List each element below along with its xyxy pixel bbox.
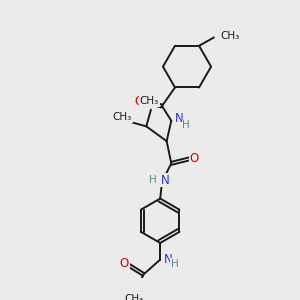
Text: CH₃: CH₃: [112, 112, 132, 122]
Text: O: O: [119, 257, 129, 270]
Text: H: H: [171, 259, 179, 269]
Text: H: H: [182, 120, 190, 130]
Text: CH₃: CH₃: [140, 96, 159, 106]
Text: H: H: [149, 175, 157, 185]
Text: N: N: [164, 253, 172, 266]
Text: O: O: [190, 152, 199, 165]
Text: N: N: [160, 173, 169, 187]
Text: O: O: [134, 95, 143, 108]
Text: CH₃: CH₃: [220, 31, 240, 40]
Text: CH₃: CH₃: [124, 293, 144, 300]
Text: N: N: [175, 112, 184, 125]
